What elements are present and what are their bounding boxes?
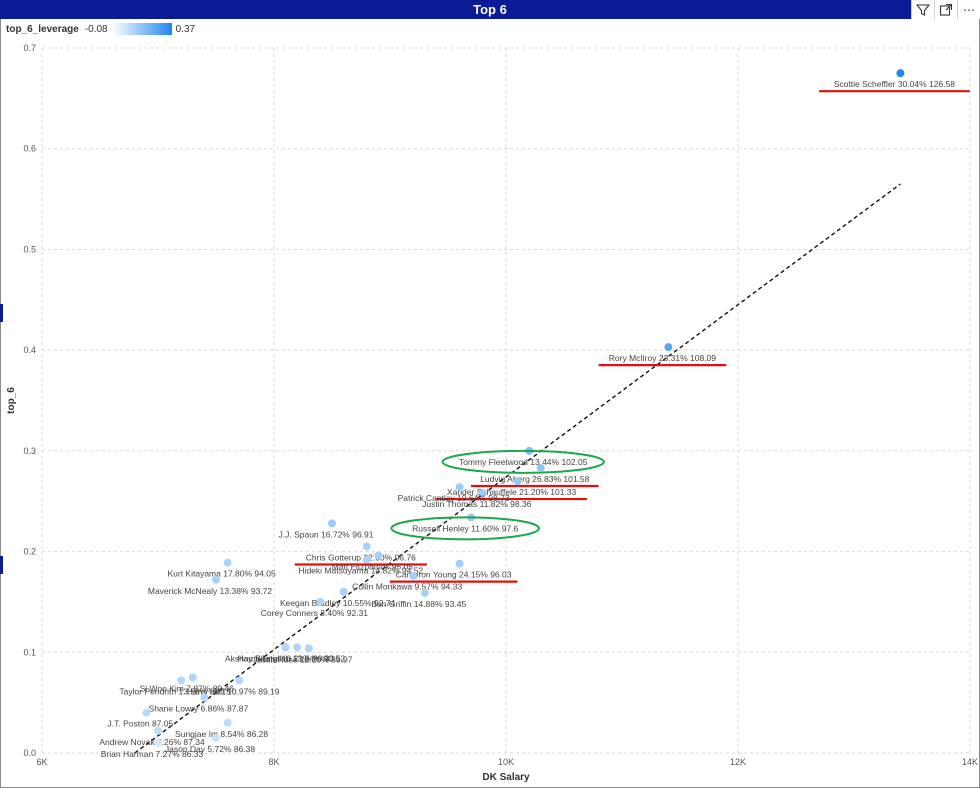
data-point xyxy=(177,676,186,685)
data-point xyxy=(235,676,244,685)
data-point xyxy=(362,542,371,551)
x-tick-label: 14K xyxy=(962,757,978,767)
point-label: Harry Hall 10.97% 89.19 xyxy=(187,686,280,696)
data-point xyxy=(154,738,162,747)
point-label: Russell Henley 11.60% 97.6 xyxy=(412,523,518,533)
green-oval xyxy=(441,449,605,474)
point-label: Sungjae Im 8.54% 86.28 xyxy=(175,729,268,739)
y-tick-label: 0.3 xyxy=(23,446,36,456)
data-point xyxy=(339,587,348,596)
y-tick-label: 0.1 xyxy=(23,647,36,657)
data-point xyxy=(154,726,162,735)
gridlines xyxy=(41,47,971,754)
point-label: Harris English 13.84% 90.52 xyxy=(237,653,345,663)
y-tick-label: 0.5 xyxy=(23,244,36,254)
page-edge-marker xyxy=(0,556,3,574)
color-legend: top_6_leverage -0.08 0.37 xyxy=(6,22,195,36)
point-label: Tommy Fleetwood 13.44% 102.05 xyxy=(459,457,588,467)
x-tick-label: 8K xyxy=(268,757,279,767)
point-label: Rory McIlroy 23.31% 108.09 xyxy=(609,353,717,363)
x-tick-label: 10K xyxy=(498,757,514,767)
y-tick-label: 0.7 xyxy=(23,43,36,53)
point-label: Keegan Bradley 10.55% 92.74 xyxy=(280,598,396,608)
data-point xyxy=(328,519,336,528)
data-point xyxy=(478,489,487,498)
data-point xyxy=(664,343,673,352)
point-label: Hideki Matsuyama 14.82% 94.52 xyxy=(298,566,423,576)
point-label: Kurt Kitayama 17.80% 94.05 xyxy=(167,569,275,579)
data-point xyxy=(362,555,371,564)
point-label: Andrew Novak 8.26% 87.34 xyxy=(99,737,205,747)
data-point xyxy=(374,551,383,560)
point-label: Ludvig Aberg 26.83% 101.58 xyxy=(480,474,589,484)
point-label: Shane Lowry 6.86% 87.87 xyxy=(149,704,249,714)
point-label: Akshay Bhatia 10.21% 90.33 xyxy=(225,653,334,663)
data-point xyxy=(316,597,325,606)
data-point xyxy=(896,69,905,78)
x-tick-label: 6K xyxy=(36,757,47,767)
legend-gradient xyxy=(111,23,172,35)
trendline xyxy=(134,183,901,754)
point-label: Patrick Cantlay 19.64% 98.73 xyxy=(398,493,510,503)
visual-title: Top 6 xyxy=(0,0,980,19)
point-label: J.J. Spaun 16.72% 96.91 xyxy=(279,529,374,539)
point-label: Si Woo Kim 7.87% 89.46 xyxy=(140,683,235,693)
point-label: Ben Griffin 14.88% 93.45 xyxy=(371,599,466,609)
point-label: Corey Conners 8.40% 92.31 xyxy=(261,608,369,618)
x-tick-label: 12K xyxy=(730,757,746,767)
data-point xyxy=(223,558,232,567)
more-options-icon[interactable]: ⋯ xyxy=(957,0,980,19)
point-label: Matt Fitzpatrick 95.05 xyxy=(332,562,414,572)
data-point xyxy=(536,463,545,472)
y-tick-label: 0.6 xyxy=(23,144,36,154)
data-point xyxy=(293,643,302,652)
point-label: Brian Harman 7.27% 86.33 xyxy=(101,749,204,759)
data-point xyxy=(281,643,290,652)
point-label: Scottie Scheffler 30.04% 126.58 xyxy=(834,79,956,89)
green-oval xyxy=(390,516,541,541)
point-label: Taylor Pendrith 13.58% 88.15 xyxy=(119,686,231,696)
data-point xyxy=(420,588,429,597)
legend-min: -0.08 xyxy=(84,23,108,35)
point-label: Jason Day 5.72% 86.38 xyxy=(165,744,256,754)
point-label: Collin Morikawa 9.57% 94.33 xyxy=(352,582,462,592)
legend-field: top_6_leverage xyxy=(6,23,79,35)
point-label: Cameron Young 24.15% 96.03 xyxy=(396,570,512,580)
data-point xyxy=(212,733,220,742)
data-point xyxy=(304,644,313,653)
data-point xyxy=(142,708,151,717)
page-edge-marker xyxy=(0,304,3,322)
point-label: Maverick McNealy 13.38% 93.72 xyxy=(148,586,273,596)
data-point xyxy=(212,575,220,584)
focus-mode-icon[interactable] xyxy=(934,0,957,19)
x-axis-title: DK Salary xyxy=(482,772,530,783)
y-tick-label: 0.4 xyxy=(23,345,36,355)
data-point xyxy=(455,483,464,492)
data-point xyxy=(513,477,522,486)
data-point xyxy=(455,559,464,568)
point-label: Xander Schauffele 21.20% 101.33 xyxy=(447,487,577,497)
point-label: J.T. Poston 87.05 xyxy=(108,719,174,729)
data-point xyxy=(188,673,197,682)
visual-header-toolbar: ⋯ xyxy=(911,0,980,19)
y-tick-label: 0.2 xyxy=(23,547,36,557)
data-point xyxy=(409,571,418,580)
data-point xyxy=(200,693,209,702)
y-axis-title: top_6 xyxy=(6,387,17,414)
point-label: Justin Rose 12.20% 89.97 xyxy=(253,654,353,664)
y-tick-label: 0.0 xyxy=(23,748,36,758)
data-point xyxy=(223,718,232,727)
legend-max: 0.37 xyxy=(175,23,196,35)
point-label: Justin Thomas 11.82% 98.36 xyxy=(422,499,532,509)
filter-icon[interactable] xyxy=(911,0,934,19)
point-label: Chris Gotterup 22.50% 96.76 xyxy=(306,553,416,563)
